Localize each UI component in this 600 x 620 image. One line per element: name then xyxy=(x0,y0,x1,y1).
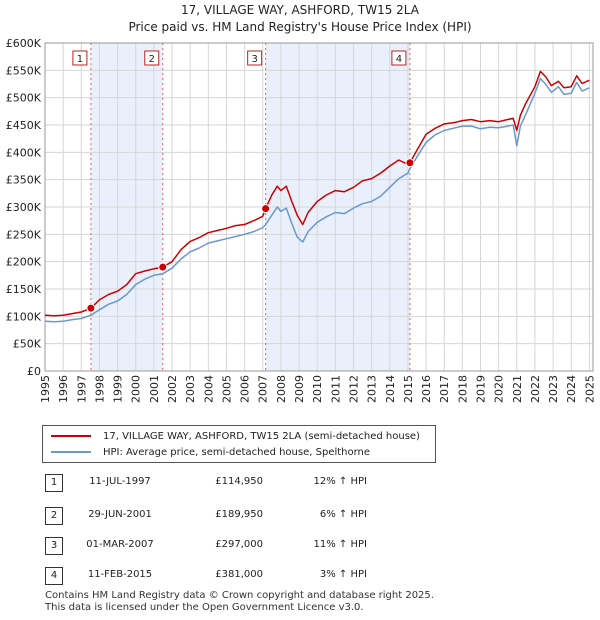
x-tick-label: 2001 xyxy=(148,375,161,403)
hpi-line xyxy=(44,77,590,323)
y-tick-label: £200K xyxy=(6,256,42,269)
y-tick-label: £450K xyxy=(6,119,42,132)
x-tick-label: 2006 xyxy=(239,375,252,403)
x-tick-label: 2013 xyxy=(366,375,379,403)
sale-date: 11-JUL-1997 xyxy=(89,476,151,487)
x-tick-label: 2008 xyxy=(275,375,288,403)
sale-point xyxy=(86,303,96,313)
sale-number-badge: 2 xyxy=(45,507,63,525)
x-tick-label: 2007 xyxy=(257,375,270,403)
sale-label: 4 xyxy=(396,54,402,65)
table-row: 1 11-JUL-1997 £114,950 12% ↑ HPI xyxy=(45,474,405,492)
table-row: 3 01-MAR-2007 £297,000 11% ↑ HPI xyxy=(45,537,405,555)
x-tick-label: 2015 xyxy=(402,375,415,403)
legend-item-property: 17, VILLAGE WAY, ASHFORD, TW15 2LA (semi… xyxy=(51,430,420,444)
sale-label: 1 xyxy=(77,54,83,65)
x-tick-label: 2011 xyxy=(329,375,342,403)
table-row: 2 29-JUN-2001 £189,950 6% ↑ HPI xyxy=(45,507,405,525)
sale-label: 2 xyxy=(149,54,155,65)
x-tick-label: 1998 xyxy=(93,375,106,403)
x-tick-label: 1996 xyxy=(57,375,70,403)
x-tick-label: 2004 xyxy=(202,375,215,403)
y-tick-label: £300K xyxy=(6,201,42,214)
x-tick-label: 2000 xyxy=(130,375,143,403)
x-tick-label: 2005 xyxy=(220,375,233,403)
x-tick-label: 2002 xyxy=(166,375,179,403)
sale-price: £381,000 xyxy=(215,569,263,580)
legend-item-hpi: HPI: Average price, semi-detached house,… xyxy=(51,446,370,460)
price-chart: £0 £50K £100K £150K £200K £250K £300K £350K £400… xyxy=(6,37,597,403)
x-tick-label: 2024 xyxy=(565,375,578,403)
hpi-line-swatch xyxy=(51,451,91,453)
sale-label-box xyxy=(391,50,407,66)
legend: 17, VILLAGE WAY, ASHFORD, TW15 2LA (semi… xyxy=(42,425,436,463)
x-tick-label: 2020 xyxy=(493,375,506,403)
hpi-comparison: 6% ↑ HPI xyxy=(319,509,367,520)
sale-number-badge: 4 xyxy=(45,567,63,585)
sale-label-box xyxy=(72,50,88,66)
x-tick-label: 2022 xyxy=(529,375,542,403)
x-tick-label: 1995 xyxy=(39,375,52,403)
x-tick-label: 2009 xyxy=(293,375,306,403)
y-tick-label: £600K xyxy=(6,37,42,50)
x-tick-label: 2010 xyxy=(311,375,324,403)
x-tick-label: 2023 xyxy=(547,375,560,403)
y-tick-label: £550K xyxy=(6,64,42,77)
y-tick-label: £150K xyxy=(6,283,42,296)
x-tick-label: 2017 xyxy=(438,375,451,403)
property-price-line xyxy=(44,70,590,317)
sale-number-badge: 3 xyxy=(45,537,63,555)
plot-border xyxy=(44,42,594,372)
property-line-swatch xyxy=(51,435,91,437)
y-tick-label: £350K xyxy=(6,174,42,187)
hpi-comparison: 11% ↑ HPI xyxy=(313,539,367,550)
hpi-comparison: 3% ↑ HPI xyxy=(319,569,367,580)
sale-point xyxy=(405,158,415,168)
x-tick-label: 1999 xyxy=(112,375,125,403)
y-tick-label: £100K xyxy=(6,310,42,323)
sale-date: 29-JUN-2001 xyxy=(88,509,152,520)
sale-point xyxy=(261,204,271,214)
table-row: 4 11-FEB-2015 £381,000 3% ↑ HPI xyxy=(45,567,405,585)
x-tick-label: 2003 xyxy=(184,375,197,403)
y-tick-label: £500K xyxy=(6,92,42,105)
sale-date: 01-MAR-2007 xyxy=(86,539,154,550)
y-tick-label: £400K xyxy=(6,146,42,159)
hpi-comparison: 12% ↑ HPI xyxy=(313,476,367,487)
y-tick-label: £0 xyxy=(27,365,41,378)
chart-subtitle: Price paid vs. HM Land Registry's House … xyxy=(128,20,472,34)
x-tick-label: 2014 xyxy=(384,375,397,403)
sale-price: £297,000 xyxy=(215,539,263,550)
x-tick-label: 2016 xyxy=(420,375,433,403)
legend-hpi-label: HPI: Average price, semi-detached house,… xyxy=(103,447,371,458)
x-tick-label: 2018 xyxy=(456,375,469,403)
y-tick-label: £250K xyxy=(6,228,42,241)
x-tick-label: 1997 xyxy=(75,375,88,403)
sale-price: £114,950 xyxy=(215,476,263,487)
x-tick-label: 2012 xyxy=(347,375,360,403)
sale-label: 3 xyxy=(251,54,257,65)
sale-label-box xyxy=(144,50,160,66)
sale-date: 11-FEB-2015 xyxy=(87,569,153,580)
sale-label-box xyxy=(247,50,263,66)
footer-copyright: Contains HM Land Registry data © Crown c… xyxy=(45,590,434,601)
sale-price: £189,950 xyxy=(215,509,263,520)
sale-number-badge: 1 xyxy=(45,474,63,492)
footer-licence: This data is licensed under the Open Gov… xyxy=(45,602,364,613)
legend-property-label: 17, VILLAGE WAY, ASHFORD, TW15 2LA (semi… xyxy=(103,431,420,442)
y-tick-label: £50K xyxy=(13,338,42,351)
sale-point xyxy=(158,262,168,272)
chart-title: 17, VILLAGE WAY, ASHFORD, TW15 2LA xyxy=(181,3,419,17)
x-tick-label: 2021 xyxy=(511,375,524,403)
x-tick-label: 2025 xyxy=(583,375,596,403)
x-tick-label: 2019 xyxy=(474,375,487,403)
